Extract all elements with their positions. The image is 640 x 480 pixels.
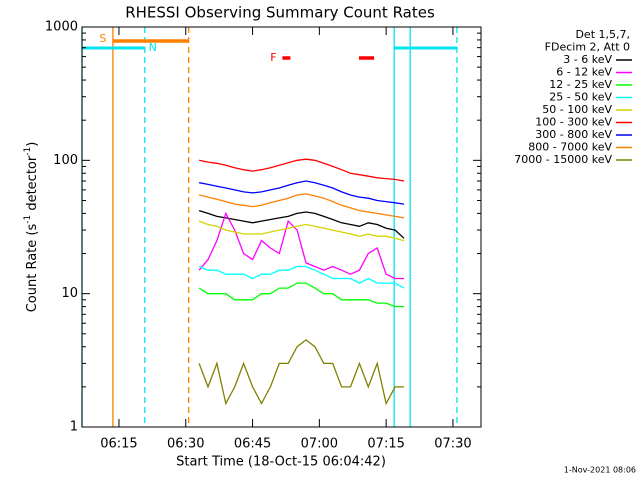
x-tick-label: 07:00 bbox=[301, 437, 338, 452]
series-line bbox=[198, 211, 404, 280]
flag-label: S bbox=[99, 32, 106, 45]
y-label-part: detector bbox=[25, 155, 40, 215]
x-axis-label: Start Time (18-Oct-15 06:04:42) bbox=[176, 455, 386, 470]
legend-label: 100 - 300 keV bbox=[535, 116, 612, 129]
legend-header: FDecim 2, Att 0 bbox=[545, 41, 630, 54]
series-line bbox=[198, 209, 405, 239]
legend-header: Det 1,5,7, bbox=[575, 28, 630, 41]
series-line bbox=[198, 180, 405, 205]
footer: 1-Nov-2021 08:06 bbox=[564, 466, 636, 475]
series-line bbox=[198, 339, 404, 406]
legend-label: 12 - 25 keV bbox=[549, 78, 612, 91]
flag-label: F bbox=[270, 51, 276, 64]
flag-label: N bbox=[149, 41, 157, 54]
y-label-part: Count Rate (s bbox=[25, 224, 40, 313]
y-axis-label: Count Rate (s-1 detector-1) bbox=[23, 142, 40, 313]
y-label-part: ) bbox=[25, 142, 40, 147]
legend-label: 7000 - 15000 keV bbox=[514, 153, 612, 166]
series-line bbox=[198, 282, 404, 308]
series-line bbox=[198, 193, 405, 219]
x-tick-label: 06:15 bbox=[100, 437, 137, 452]
x-tick-label: 07:30 bbox=[434, 437, 471, 452]
y-tick-label: 100 bbox=[53, 153, 78, 168]
legend-label: 800 - 7000 keV bbox=[528, 141, 612, 154]
y-tick-label: 1 bbox=[70, 420, 78, 435]
legend-label: 6 - 12 keV bbox=[556, 66, 612, 79]
y-label-part: -1 bbox=[23, 215, 33, 224]
x-tick-label: 06:45 bbox=[234, 437, 271, 452]
series-line bbox=[198, 265, 405, 289]
y-label-part: -1 bbox=[23, 147, 33, 156]
series-line bbox=[198, 220, 405, 242]
y-tick-label: 1000 bbox=[45, 20, 78, 35]
legend-label: 50 - 100 keV bbox=[542, 103, 612, 116]
y-tick-label: 10 bbox=[61, 286, 78, 301]
legend-label: 3 - 6 keV bbox=[563, 53, 612, 66]
x-tick-label: 07:15 bbox=[367, 437, 404, 452]
legend-label: 25 - 50 keV bbox=[549, 91, 612, 104]
legend-label: 300 - 800 keV bbox=[535, 128, 612, 141]
chart-title: RHESSI Observing Summary Count Rates bbox=[125, 4, 435, 22]
plot-frame bbox=[81, 26, 482, 428]
x-tick-label: 06:30 bbox=[167, 437, 204, 452]
series-line bbox=[198, 158, 405, 182]
